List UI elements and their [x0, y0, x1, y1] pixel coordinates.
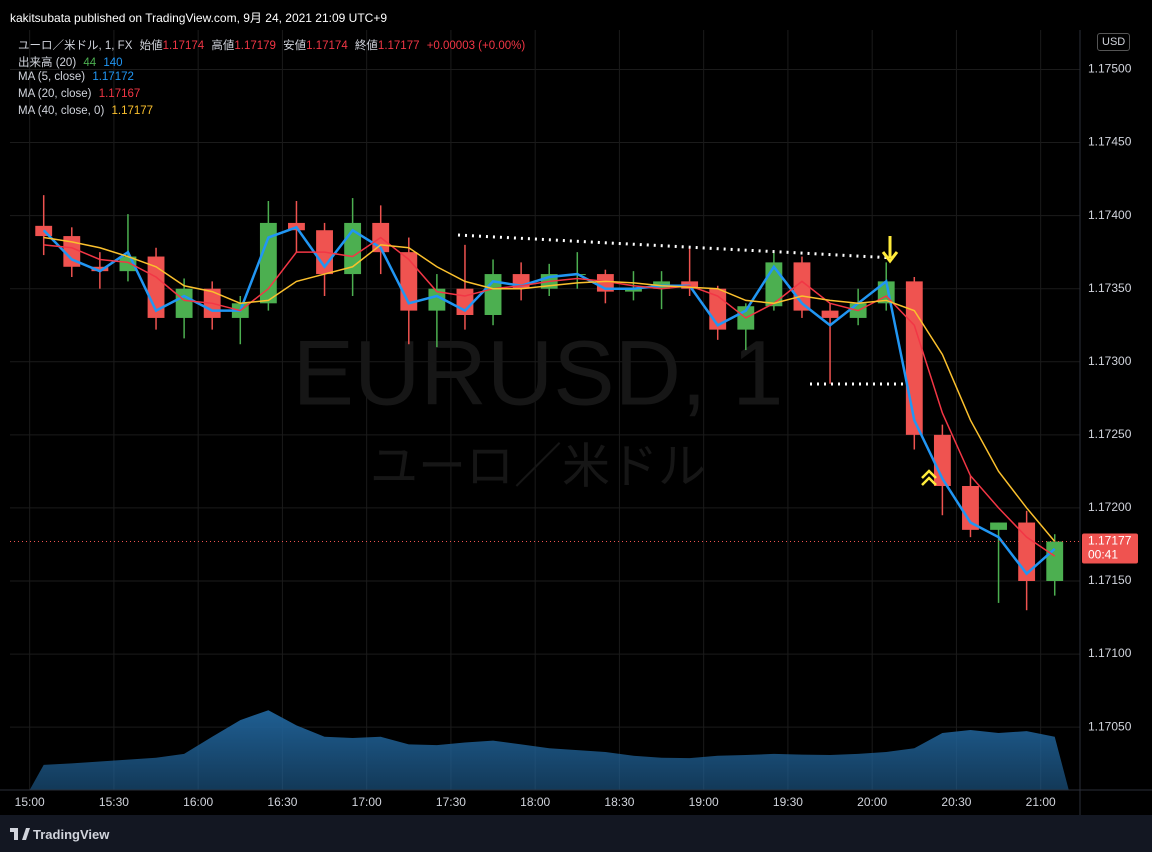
legend-volume: 出来高 (20) 44 140 [18, 54, 127, 70]
label: 始値 [139, 40, 163, 52]
label: 高値 [211, 40, 235, 52]
x-tick-label: 15:30 [99, 795, 129, 809]
candle-body [933, 434, 951, 486]
annotations [457, 233, 937, 486]
x-tick-label: 18:00 [520, 795, 550, 809]
price-label-box [1082, 533, 1138, 564]
label: MA (5, close) [18, 71, 86, 83]
volume-area [29, 710, 1069, 790]
countdown: 00:41 [1088, 548, 1118, 562]
chevron [921, 469, 937, 486]
value: 1.17174 [162, 40, 205, 52]
candle-body [990, 522, 1007, 530]
value: 1.17179 [234, 40, 276, 52]
value: 44 [83, 57, 97, 69]
ma-line [42, 225, 1056, 576]
line-layer [10, 225, 1080, 576]
price-label: 1.17177 [1088, 534, 1132, 548]
value: 1.17167 [98, 88, 141, 100]
x-tick-label: 15:00 [15, 795, 45, 809]
y-tick-label: 1.17500 [1088, 62, 1132, 76]
y-tick-label: 1.17200 [1088, 500, 1132, 514]
legend-ma40: MA (40, close, 0) 1.17177 [18, 105, 157, 117]
legend-ohlc: ユーロ／米ドル, 1, FX 始値1.17174 高値1.17179 安値1.1… [18, 37, 529, 53]
trend-line [457, 233, 896, 260]
candle-body [1046, 541, 1064, 581]
y-tick-label: 1.17150 [1088, 573, 1132, 587]
grid [10, 30, 1080, 790]
watermark-name: ユーロ／米ドル [370, 441, 706, 494]
x-tick-label: 20:30 [941, 795, 971, 809]
volume-layer [29, 710, 1069, 790]
candle-body [625, 288, 642, 292]
candle-body [63, 236, 81, 267]
x-tick-label: 19:00 [689, 795, 719, 809]
value: 1.17172 [92, 71, 134, 83]
ma-line [43, 236, 1056, 557]
x-tick-label: 17:00 [352, 795, 382, 809]
y-tick-label: 1.17050 [1088, 719, 1132, 733]
y-tick-label: 1.17450 [1088, 135, 1132, 149]
value: 1.17177 [111, 105, 154, 117]
x-tick-label: 21:00 [1026, 795, 1056, 809]
label: MA (40, close, 0) [18, 105, 105, 117]
candle-body [175, 288, 193, 318]
publisher: kakitsubata published on TradingView.com… [10, 11, 388, 25]
x-tick-label: 16:30 [267, 795, 297, 809]
candle-body [905, 281, 923, 435]
y-tick-label: 1.17300 [1088, 354, 1132, 368]
y-tick-label: 1.17100 [1088, 646, 1132, 660]
axis-layer: 1.17500 1.17450 1.17400 1.17350 1.17300 1.172… [15, 62, 1138, 809]
y-tick-label: 1.17350 [1088, 281, 1132, 295]
currency[interactable]: USD [1097, 33, 1131, 51]
value: 140 [103, 57, 123, 69]
x-tick-label: 17:30 [436, 795, 466, 809]
y-tick-label: 1.17250 [1088, 427, 1132, 441]
legend-ma20: MA (20, close) 1.17167 [18, 88, 144, 100]
watermark-symbol: EURUSD, 1 [293, 322, 784, 424]
x-tick-label: 18:30 [604, 795, 634, 809]
label: MA (20, close) [18, 88, 92, 100]
x-tick-label: 19:30 [773, 795, 803, 809]
footer: TradingView [0, 815, 1152, 852]
chart: EURUSD, 1 ユーロ／米ドル 1.175001.174501.174001… [0, 0, 1152, 815]
label: 安値 [283, 40, 307, 52]
down-arrow [881, 236, 899, 264]
symbol: ユーロ／米ドル, 1, FX [18, 40, 133, 52]
change: +0.00003 (+0.00%) [426, 40, 526, 52]
logo-text[interactable]: TradingView [33, 827, 110, 842]
value: 1.17174 [306, 40, 348, 52]
x-tick-label: 20:00 [857, 795, 887, 809]
background [0, 0, 1152, 815]
ma-line [43, 236, 1056, 543]
label: 出来高 (20) [18, 57, 77, 69]
legend-ma5: MA (5, close) 1.17172 [18, 71, 138, 83]
candle-body [428, 288, 446, 311]
candle-body [91, 266, 109, 272]
x-tick-label: 16:00 [183, 795, 213, 809]
logo-icon [10, 828, 30, 840]
label: 終値 [354, 40, 378, 52]
candle-body [821, 310, 839, 318]
y-tick-label: 1.17400 [1088, 208, 1132, 222]
candle-body [962, 486, 979, 530]
value: 1.17177 [377, 40, 420, 52]
